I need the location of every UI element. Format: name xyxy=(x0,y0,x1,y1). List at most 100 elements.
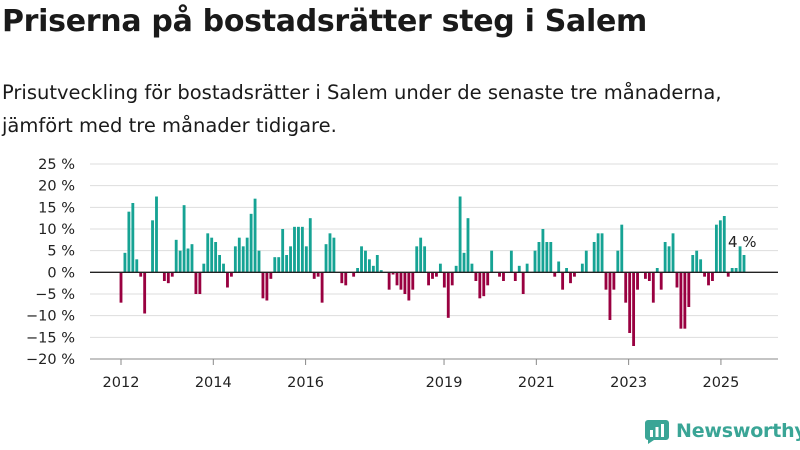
bar xyxy=(281,229,285,273)
bar xyxy=(411,272,415,290)
y-axis: −20 % −15 % −10 % −5 % 0 % 5 % 10 % 15 % 20 % 25 … xyxy=(26,157,75,368)
annotation-label: 4 % xyxy=(728,233,757,251)
bar xyxy=(375,255,379,273)
bar xyxy=(569,272,572,284)
bar xyxy=(659,272,663,290)
bar xyxy=(399,272,403,290)
y-tick-label: 0 % xyxy=(47,265,75,281)
bar xyxy=(616,250,620,273)
bar xyxy=(573,272,576,277)
bar xyxy=(391,272,395,275)
bar xyxy=(446,272,450,318)
bar xyxy=(628,272,632,333)
bar xyxy=(415,246,419,273)
bar xyxy=(454,265,458,273)
bar xyxy=(194,272,198,294)
bar xyxy=(683,272,687,329)
x-axis: 2012 2014 2016 2019 2021 2023 2025 xyxy=(90,271,778,391)
x-tick-label: 2023 xyxy=(610,375,647,391)
bar xyxy=(632,272,636,346)
brand-name: Newsworthy xyxy=(676,420,800,442)
y-tick-label: −15 % xyxy=(26,330,75,346)
bar xyxy=(742,255,746,273)
bar xyxy=(711,272,714,281)
bar xyxy=(565,268,568,273)
bar xyxy=(596,233,600,273)
bar xyxy=(647,272,651,281)
bar xyxy=(620,224,624,273)
bar xyxy=(730,268,734,273)
bar xyxy=(561,272,565,290)
newsworthy-logo-icon xyxy=(645,420,669,444)
bar xyxy=(241,246,245,273)
bar xyxy=(600,233,604,273)
bar xyxy=(541,229,545,273)
bar xyxy=(352,272,356,277)
bar xyxy=(312,272,316,279)
bar xyxy=(186,248,190,273)
bar xyxy=(545,242,549,273)
bar xyxy=(206,233,210,273)
bar xyxy=(423,246,427,273)
bar xyxy=(703,272,706,277)
chart-subtitle: Prisutveckling för bostadsrätter i Salem… xyxy=(2,81,722,137)
bar xyxy=(478,272,482,299)
bar xyxy=(612,272,616,290)
bar xyxy=(403,272,407,294)
bar xyxy=(178,250,182,273)
bar xyxy=(636,272,639,290)
bar xyxy=(226,272,229,288)
bar xyxy=(379,270,383,273)
bar xyxy=(679,272,683,329)
bar xyxy=(127,211,131,273)
bar xyxy=(707,272,710,286)
bar xyxy=(316,272,320,277)
bar xyxy=(356,268,359,273)
bar xyxy=(237,237,241,273)
bar xyxy=(466,218,470,273)
bar xyxy=(222,263,225,273)
bar xyxy=(162,272,166,281)
bar xyxy=(714,224,718,273)
bar xyxy=(726,272,730,277)
bar xyxy=(533,250,537,273)
bar xyxy=(474,272,478,281)
bars xyxy=(119,196,746,346)
bar xyxy=(502,272,505,281)
bar xyxy=(462,252,466,273)
bar xyxy=(580,263,584,273)
bar xyxy=(738,246,742,273)
bar xyxy=(407,272,411,301)
x-tick-label: 2021 xyxy=(518,375,555,391)
y-tick-label: −20 % xyxy=(26,352,75,368)
bar xyxy=(253,198,257,273)
bar xyxy=(166,272,170,284)
y-tick-label: −10 % xyxy=(26,309,75,325)
bar xyxy=(655,268,659,273)
bar xyxy=(537,242,541,273)
newsworthy-logo: Newsworthy xyxy=(644,418,800,444)
bar xyxy=(119,272,123,303)
bar xyxy=(269,272,273,279)
bar xyxy=(498,272,501,277)
bar xyxy=(644,272,647,279)
y-tick-label: −5 % xyxy=(35,287,75,303)
bar xyxy=(671,233,675,273)
bar xyxy=(470,263,474,273)
bar xyxy=(458,196,462,273)
bar-chart: −20 % −15 % −10 % −5 % 0 % 5 % 10 % 15 % 20 % 25 … xyxy=(26,157,778,391)
x-tick-label: 2016 xyxy=(287,375,324,391)
bar xyxy=(245,237,249,273)
bar xyxy=(367,259,371,273)
y-tick-label: 20 % xyxy=(38,179,75,195)
bar xyxy=(699,259,703,273)
bar xyxy=(517,265,521,273)
bar xyxy=(734,268,738,273)
bar xyxy=(387,272,391,290)
bar xyxy=(553,272,557,277)
bar xyxy=(486,272,490,286)
bar xyxy=(427,272,430,286)
bar xyxy=(442,272,446,288)
bar xyxy=(395,272,399,286)
bar xyxy=(490,250,494,273)
